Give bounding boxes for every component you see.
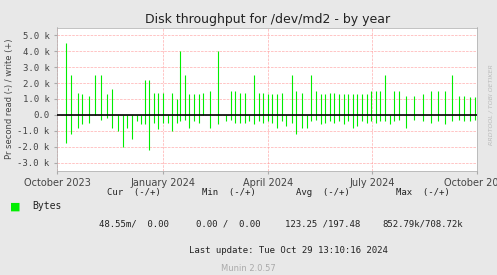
Text: 0.00 /  0.00: 0.00 / 0.00 bbox=[196, 220, 261, 229]
Text: Munin 2.0.57: Munin 2.0.57 bbox=[221, 264, 276, 273]
Text: ■: ■ bbox=[10, 201, 20, 211]
Text: RRDTOOL / TOBI OETIKER: RRDTOOL / TOBI OETIKER bbox=[488, 64, 493, 145]
Text: 48.55m/  0.00: 48.55m/ 0.00 bbox=[99, 220, 169, 229]
Text: Last update: Tue Oct 29 13:10:16 2024: Last update: Tue Oct 29 13:10:16 2024 bbox=[189, 246, 388, 255]
Text: Avg  (-/+): Avg (-/+) bbox=[296, 188, 350, 197]
Text: Cur  (-/+): Cur (-/+) bbox=[107, 188, 161, 197]
Text: Bytes: Bytes bbox=[32, 201, 62, 211]
Text: Max  (-/+): Max (-/+) bbox=[396, 188, 449, 197]
Text: 123.25 /197.48: 123.25 /197.48 bbox=[285, 220, 361, 229]
Text: 852.79k/708.72k: 852.79k/708.72k bbox=[382, 220, 463, 229]
Text: Min  (-/+): Min (-/+) bbox=[202, 188, 255, 197]
Title: Disk throughput for /dev/md2 - by year: Disk throughput for /dev/md2 - by year bbox=[145, 13, 390, 26]
Y-axis label: Pr second read (-) / write (+): Pr second read (-) / write (+) bbox=[5, 39, 14, 159]
